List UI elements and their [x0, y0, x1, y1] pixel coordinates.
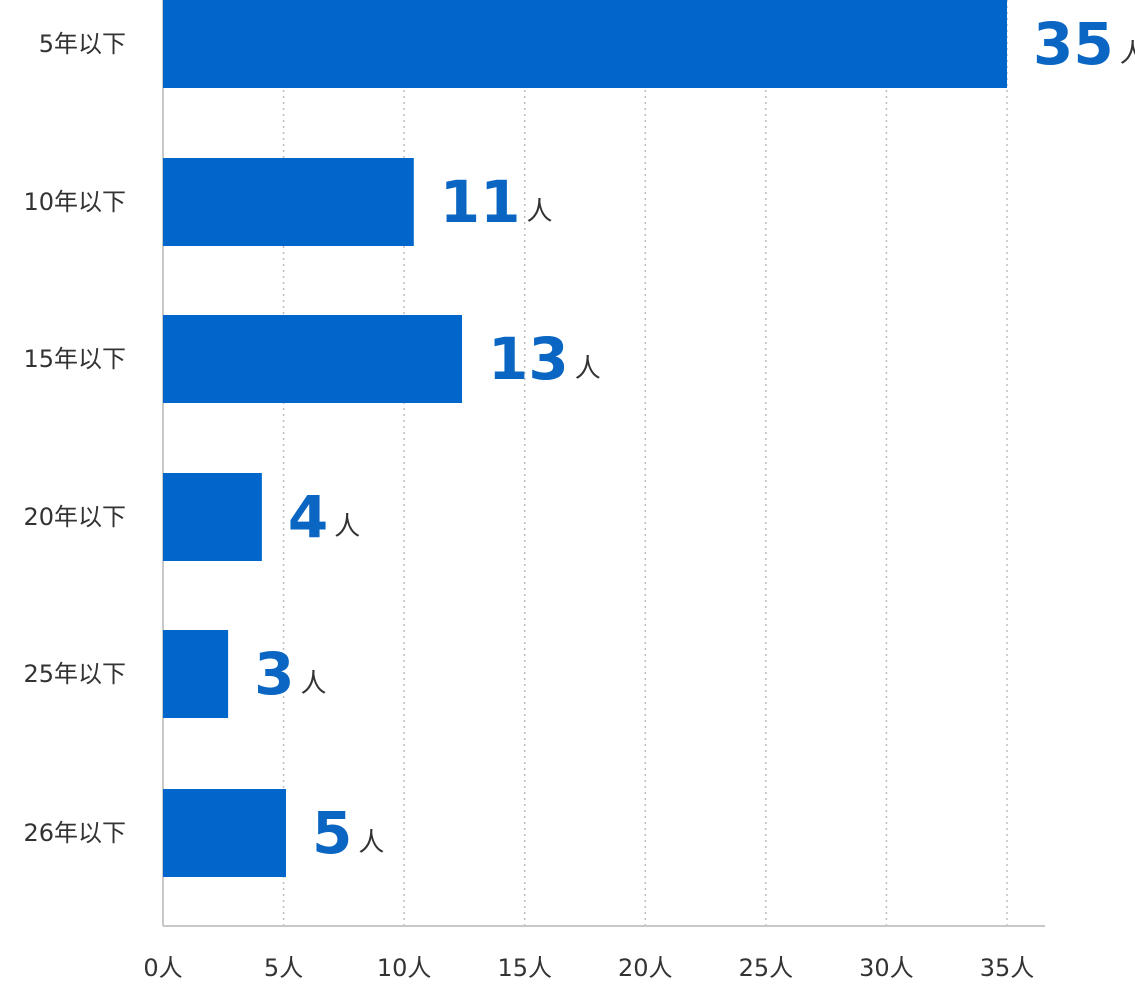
x-tick-labels: 0人 5人 10人 15人 20人 25人 30人 35人 [143, 954, 1034, 982]
bar [163, 0, 1007, 88]
bar [163, 473, 262, 561]
value-unit: 人 [1120, 39, 1135, 69]
x-tick-label: 25人 [739, 954, 794, 982]
axes [162, 0, 1045, 927]
bar [163, 158, 414, 246]
value-label: 35 [1033, 10, 1114, 78]
value-label: 13 [488, 325, 569, 393]
category-label: 25年以下 [23, 660, 126, 688]
bar [163, 630, 229, 718]
value-unit: 人 [300, 669, 326, 699]
x-tick-label: 35人 [980, 954, 1035, 982]
x-tick-label: 15人 [497, 954, 552, 982]
x-tick-label: 20人 [618, 954, 673, 982]
bar [163, 315, 463, 403]
x-tick-label: 10人 [377, 954, 432, 982]
category-label: 26年以下 [23, 819, 126, 847]
value-unit: 人 [527, 197, 553, 227]
x-tick-label: 0人 [143, 954, 182, 982]
value-label: 4 [288, 483, 328, 551]
bars [163, 0, 1007, 877]
x-tick-label: 5人 [264, 954, 303, 982]
value-unit: 人 [575, 354, 601, 384]
category-label: 10年以下 [23, 188, 126, 216]
category-labels: 5年以下 10年以下 15年以下 20年以下 25年以下 26年以下 [23, 30, 126, 847]
value-unit: 人 [358, 828, 384, 858]
x-tick-label: 30人 [859, 954, 914, 982]
gridlines [282, 0, 1008, 926]
category-label: 5年以下 [39, 30, 126, 58]
value-unit: 人 [334, 512, 360, 542]
value-label: 5 [312, 799, 352, 867]
value-label: 3 [254, 640, 294, 708]
category-label: 15年以下 [23, 345, 126, 373]
value-label: 11 [440, 168, 521, 236]
bar [163, 789, 286, 877]
value-labels: 35 人11 人13 人4 人3 人5 人 [254, 10, 1135, 867]
category-label: 20年以下 [23, 503, 126, 531]
